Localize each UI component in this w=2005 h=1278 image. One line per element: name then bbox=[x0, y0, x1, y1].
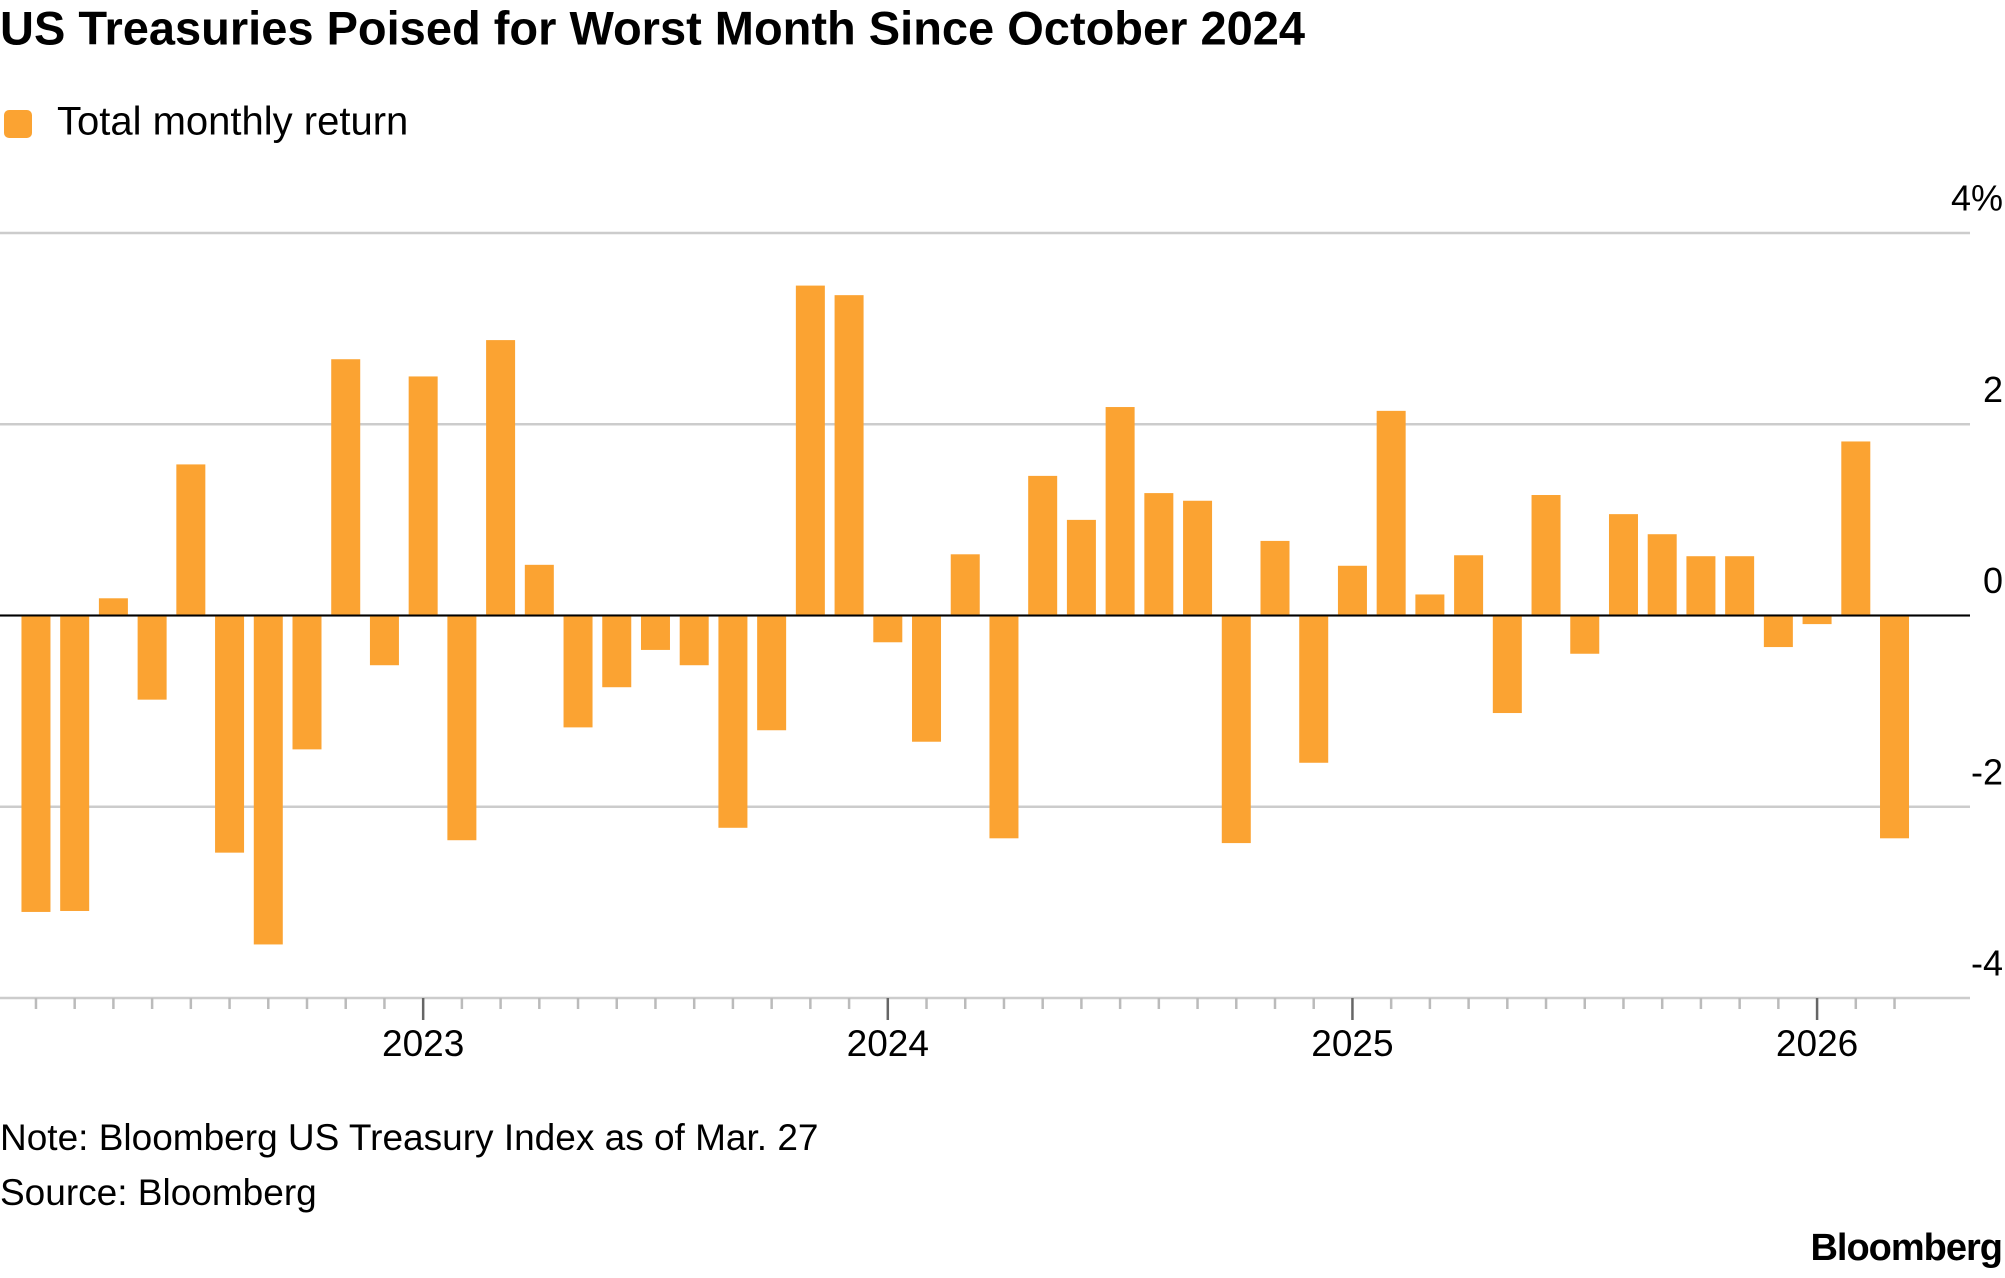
x-tick-label: 2023 bbox=[382, 1023, 464, 1064]
bar bbox=[176, 464, 206, 616]
bar bbox=[1725, 556, 1755, 616]
y-tick-label: 4% bbox=[1951, 178, 2003, 219]
bar bbox=[834, 295, 864, 616]
bar bbox=[1880, 615, 1910, 839]
chart-title: US Treasuries Poised for Worst Month Sin… bbox=[0, 1, 1305, 54]
bar bbox=[795, 285, 825, 616]
bar bbox=[912, 615, 942, 742]
bar bbox=[989, 615, 1019, 839]
bar bbox=[950, 554, 980, 616]
bar bbox=[1454, 555, 1484, 616]
x-tick-label: 2026 bbox=[1776, 1023, 1858, 1064]
bar bbox=[486, 340, 516, 616]
brand: Bloomberg bbox=[1810, 1227, 2002, 1269]
y-tick-label: -2 bbox=[1971, 751, 2003, 792]
bar bbox=[563, 615, 593, 728]
bar bbox=[718, 615, 748, 828]
y-tick-label: 2 bbox=[1983, 369, 2003, 410]
bar bbox=[447, 615, 477, 841]
bar bbox=[1028, 475, 1058, 616]
bar bbox=[1337, 565, 1367, 616]
bar bbox=[1531, 495, 1561, 616]
legend-label: Total monthly return bbox=[57, 100, 408, 144]
bar bbox=[640, 615, 670, 650]
bar bbox=[524, 564, 554, 616]
bar bbox=[292, 615, 322, 750]
bar bbox=[21, 615, 51, 912]
bar bbox=[60, 615, 90, 911]
bar bbox=[1415, 594, 1445, 616]
bar bbox=[1299, 615, 1329, 763]
bar bbox=[1221, 615, 1251, 844]
bar bbox=[215, 615, 245, 853]
bar bbox=[253, 615, 283, 945]
legend-swatch bbox=[4, 110, 32, 138]
bar bbox=[1183, 500, 1213, 616]
bar bbox=[1570, 615, 1600, 654]
bar bbox=[1686, 556, 1716, 616]
x-tick-label: 2024 bbox=[847, 1023, 929, 1064]
bar bbox=[1763, 615, 1793, 648]
bar bbox=[1492, 615, 1522, 714]
bar bbox=[602, 615, 632, 688]
bar bbox=[137, 615, 167, 700]
bar bbox=[1376, 410, 1406, 616]
x-tick-label: 2025 bbox=[1311, 1023, 1393, 1064]
bar bbox=[1066, 519, 1096, 616]
note: Note: Bloomberg US Treasury Index as of … bbox=[0, 1117, 819, 1158]
bar bbox=[1841, 441, 1871, 616]
bar bbox=[873, 615, 903, 643]
bar bbox=[1260, 540, 1290, 616]
bar bbox=[1647, 534, 1677, 616]
bar bbox=[1144, 493, 1174, 616]
y-tick-label: 0 bbox=[1983, 560, 2003, 601]
bar bbox=[1105, 407, 1135, 616]
bar bbox=[331, 359, 361, 616]
bar bbox=[369, 615, 399, 666]
bar bbox=[1608, 514, 1638, 616]
bar bbox=[1802, 615, 1832, 625]
bar bbox=[679, 615, 709, 666]
source: Source: Bloomberg bbox=[0, 1172, 317, 1213]
y-tick-label: -4 bbox=[1971, 943, 2003, 984]
bar bbox=[757, 615, 787, 731]
bar bbox=[408, 376, 438, 616]
bar bbox=[98, 598, 128, 616]
